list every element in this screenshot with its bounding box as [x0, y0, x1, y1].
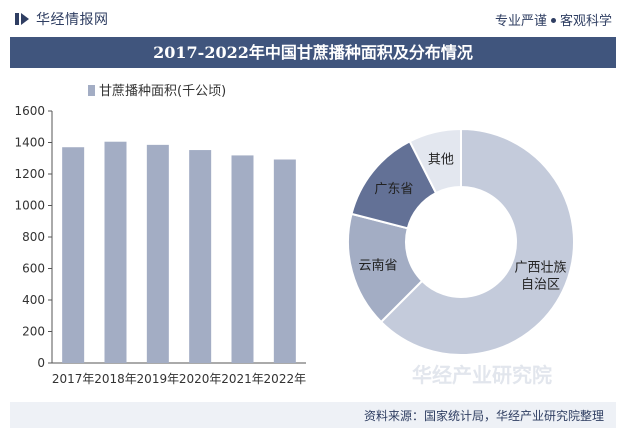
y-tick-label: 800 — [22, 230, 45, 244]
bar — [146, 144, 169, 363]
y-tick-label: 200 — [22, 325, 45, 339]
legend-label: 甘蔗播种面积(千公顷) — [99, 84, 227, 99]
x-tick-label: 2019年 — [137, 372, 180, 386]
bar — [62, 147, 85, 363]
y-tick-label: 1400 — [14, 136, 45, 150]
y-tick-label: 0 — [37, 356, 45, 370]
x-tick-label: 2022年 — [264, 372, 307, 386]
bar — [273, 159, 296, 363]
brand-logo-icon — [15, 13, 29, 25]
chart-legend: 甘蔗播种面积(千公顷) — [88, 80, 226, 99]
y-tick-label: 1000 — [14, 199, 45, 213]
tagline: 专业严谨 客观科学 — [495, 10, 612, 29]
tagline-left: 专业严谨 — [494, 14, 547, 29]
x-tick-label: 2020年 — [179, 372, 222, 386]
slice-label: 其他 — [428, 152, 454, 167]
tagline-right: 客观科学 — [559, 14, 612, 29]
footer-bar: 资料来源：国家统计局，华经产业研究院整理 — [10, 402, 616, 428]
y-tick-label: 400 — [22, 293, 45, 307]
donut-slice — [408, 127, 462, 195]
title-bar: 2017-2022年中国甘蔗播种面积及分布情况 — [10, 37, 616, 68]
slice-label: 云南省 — [359, 258, 398, 274]
top-bar: 华经情报网 专业严谨 客观科学 — [0, 0, 626, 36]
y-tick-label: 600 — [22, 262, 45, 276]
chart-canvas: 华经产业研究院 0 200 400 600 800 1000 1200 1400 1600 20… — [14, 104, 575, 387]
slice-label: 广西壮族自治区 — [514, 259, 566, 292]
y-tick-label: 1600 — [14, 104, 45, 118]
tagline-dot-icon — [550, 18, 556, 23]
source-note: 资料来源：国家统计局，华经产业研究院整理 — [363, 409, 604, 423]
y-tick-label: 1200 — [14, 167, 45, 181]
bar — [231, 155, 254, 363]
brand-name: 华经情报网 — [36, 12, 109, 28]
x-tick-label: 2018年 — [94, 372, 137, 386]
bar — [104, 141, 127, 363]
donut-slice — [379, 127, 575, 356]
watermark-text: 华经产业研究院 — [412, 363, 552, 387]
slice-label: 广东省 — [374, 182, 413, 197]
page-title: 2017-2022年中国甘蔗播种面积及分布情况 — [153, 43, 473, 62]
bar — [189, 150, 212, 363]
x-tick-label: 2021年 — [221, 372, 264, 386]
x-tick-label: 2017年 — [52, 372, 95, 386]
legend-swatch-icon — [88, 85, 95, 96]
